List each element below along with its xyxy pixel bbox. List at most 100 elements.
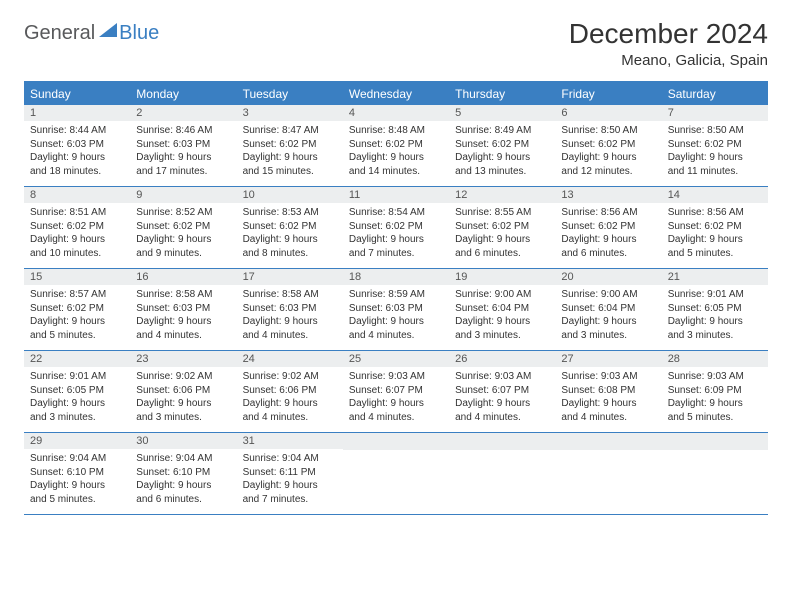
day-cell: 30Sunrise: 9:04 AMSunset: 6:10 PMDayligh… — [130, 433, 236, 514]
daylight-line: and 14 minutes. — [349, 165, 443, 179]
day-number — [343, 433, 449, 450]
day-number: 16 — [130, 269, 236, 285]
sunset-line: Sunset: 6:09 PM — [668, 384, 762, 398]
daylight-line: and 5 minutes. — [30, 329, 124, 343]
day-number: 27 — [555, 351, 661, 367]
daylight-line: Daylight: 9 hours — [243, 479, 337, 493]
daylight-line: and 7 minutes. — [349, 247, 443, 261]
day-cell: 28Sunrise: 9:03 AMSunset: 6:09 PMDayligh… — [662, 351, 768, 432]
sunrise-line: Sunrise: 9:04 AM — [243, 452, 337, 466]
day-number: 28 — [662, 351, 768, 367]
sunrise-line: Sunrise: 8:51 AM — [30, 206, 124, 220]
day-cell: 13Sunrise: 8:56 AMSunset: 6:02 PMDayligh… — [555, 187, 661, 268]
day-cell — [662, 433, 768, 514]
day-body — [449, 450, 555, 510]
daylight-line: Daylight: 9 hours — [561, 397, 655, 411]
daylight-line: Daylight: 9 hours — [668, 315, 762, 329]
day-number: 9 — [130, 187, 236, 203]
sunrise-line: Sunrise: 8:46 AM — [136, 124, 230, 138]
sunset-line: Sunset: 6:03 PM — [349, 302, 443, 316]
daylight-line: Daylight: 9 hours — [30, 233, 124, 247]
daylight-line: and 10 minutes. — [30, 247, 124, 261]
sunset-line: Sunset: 6:05 PM — [30, 384, 124, 398]
day-body: Sunrise: 9:01 AMSunset: 6:05 PMDaylight:… — [662, 285, 768, 350]
daylight-line: and 6 minutes. — [561, 247, 655, 261]
sunset-line: Sunset: 6:08 PM — [561, 384, 655, 398]
sunset-line: Sunset: 6:02 PM — [349, 220, 443, 234]
day-number: 7 — [662, 105, 768, 121]
sunset-line: Sunset: 6:06 PM — [243, 384, 337, 398]
sunrise-line: Sunrise: 8:58 AM — [243, 288, 337, 302]
daylight-line: Daylight: 9 hours — [668, 233, 762, 247]
day-cell: 7Sunrise: 8:50 AMSunset: 6:02 PMDaylight… — [662, 105, 768, 186]
day-body: Sunrise: 8:58 AMSunset: 6:03 PMDaylight:… — [130, 285, 236, 350]
daylight-line: and 13 minutes. — [455, 165, 549, 179]
daylight-line: and 5 minutes. — [30, 493, 124, 507]
day-number: 31 — [237, 433, 343, 449]
sunset-line: Sunset: 6:02 PM — [30, 220, 124, 234]
daylight-line: and 3 minutes. — [455, 329, 549, 343]
sunset-line: Sunset: 6:10 PM — [30, 466, 124, 480]
day-cell: 6Sunrise: 8:50 AMSunset: 6:02 PMDaylight… — [555, 105, 661, 186]
week-row: 22Sunrise: 9:01 AMSunset: 6:05 PMDayligh… — [24, 351, 768, 433]
day-number: 8 — [24, 187, 130, 203]
day-cell: 21Sunrise: 9:01 AMSunset: 6:05 PMDayligh… — [662, 269, 768, 350]
sunrise-line: Sunrise: 8:48 AM — [349, 124, 443, 138]
sunset-line: Sunset: 6:03 PM — [136, 302, 230, 316]
sunset-line: Sunset: 6:03 PM — [136, 138, 230, 152]
day-cell: 17Sunrise: 8:58 AMSunset: 6:03 PMDayligh… — [237, 269, 343, 350]
day-body: Sunrise: 9:01 AMSunset: 6:05 PMDaylight:… — [24, 367, 130, 432]
logo: General Blue — [24, 18, 159, 45]
sunrise-line: Sunrise: 9:03 AM — [349, 370, 443, 384]
sunrise-line: Sunrise: 8:50 AM — [668, 124, 762, 138]
daylight-line: and 12 minutes. — [561, 165, 655, 179]
daylight-line: Daylight: 9 hours — [455, 233, 549, 247]
dayhead-fri: Friday — [555, 83, 661, 105]
sunset-line: Sunset: 6:05 PM — [668, 302, 762, 316]
day-number — [662, 433, 768, 450]
daylight-line: and 18 minutes. — [30, 165, 124, 179]
day-cell: 23Sunrise: 9:02 AMSunset: 6:06 PMDayligh… — [130, 351, 236, 432]
day-number: 25 — [343, 351, 449, 367]
calendar: Sunday Monday Tuesday Wednesday Thursday… — [24, 81, 768, 515]
sunrise-line: Sunrise: 8:50 AM — [561, 124, 655, 138]
daylight-line: Daylight: 9 hours — [136, 479, 230, 493]
day-cell: 2Sunrise: 8:46 AMSunset: 6:03 PMDaylight… — [130, 105, 236, 186]
day-cell: 31Sunrise: 9:04 AMSunset: 6:11 PMDayligh… — [237, 433, 343, 514]
day-body: Sunrise: 9:03 AMSunset: 6:07 PMDaylight:… — [449, 367, 555, 432]
dayhead-mon: Monday — [130, 83, 236, 105]
daylight-line: and 17 minutes. — [136, 165, 230, 179]
day-cell: 1Sunrise: 8:44 AMSunset: 6:03 PMDaylight… — [24, 105, 130, 186]
sunrise-line: Sunrise: 8:56 AM — [561, 206, 655, 220]
daylight-line: and 5 minutes. — [668, 411, 762, 425]
dayhead-wed: Wednesday — [343, 83, 449, 105]
sunset-line: Sunset: 6:03 PM — [30, 138, 124, 152]
sunrise-line: Sunrise: 9:01 AM — [668, 288, 762, 302]
day-number: 1 — [24, 105, 130, 121]
daylight-line: and 3 minutes. — [136, 411, 230, 425]
week-row: 29Sunrise: 9:04 AMSunset: 6:10 PMDayligh… — [24, 433, 768, 515]
day-body: Sunrise: 8:44 AMSunset: 6:03 PMDaylight:… — [24, 121, 130, 186]
day-cell: 25Sunrise: 9:03 AMSunset: 6:07 PMDayligh… — [343, 351, 449, 432]
title-block: December 2024 Meano, Galicia, Spain — [569, 18, 768, 69]
day-body: Sunrise: 8:57 AMSunset: 6:02 PMDaylight:… — [24, 285, 130, 350]
daylight-line: and 5 minutes. — [668, 247, 762, 261]
day-cell: 4Sunrise: 8:48 AMSunset: 6:02 PMDaylight… — [343, 105, 449, 186]
week-row: 1Sunrise: 8:44 AMSunset: 6:03 PMDaylight… — [24, 105, 768, 187]
sunset-line: Sunset: 6:06 PM — [136, 384, 230, 398]
daylight-line: Daylight: 9 hours — [30, 397, 124, 411]
week-row: 8Sunrise: 8:51 AMSunset: 6:02 PMDaylight… — [24, 187, 768, 269]
day-body: Sunrise: 8:58 AMSunset: 6:03 PMDaylight:… — [237, 285, 343, 350]
daylight-line: Daylight: 9 hours — [561, 315, 655, 329]
daylight-line: Daylight: 9 hours — [136, 397, 230, 411]
week-row: 15Sunrise: 8:57 AMSunset: 6:02 PMDayligh… — [24, 269, 768, 351]
header: General Blue December 2024 Meano, Galici… — [24, 18, 768, 69]
daylight-line: and 4 minutes. — [561, 411, 655, 425]
daylight-line: Daylight: 9 hours — [30, 479, 124, 493]
day-body: Sunrise: 8:49 AMSunset: 6:02 PMDaylight:… — [449, 121, 555, 186]
dayhead-thu: Thursday — [449, 83, 555, 105]
daylight-line: Daylight: 9 hours — [243, 315, 337, 329]
daylight-line: Daylight: 9 hours — [349, 315, 443, 329]
daylight-line: and 7 minutes. — [243, 493, 337, 507]
day-body: Sunrise: 9:04 AMSunset: 6:11 PMDaylight:… — [237, 449, 343, 514]
